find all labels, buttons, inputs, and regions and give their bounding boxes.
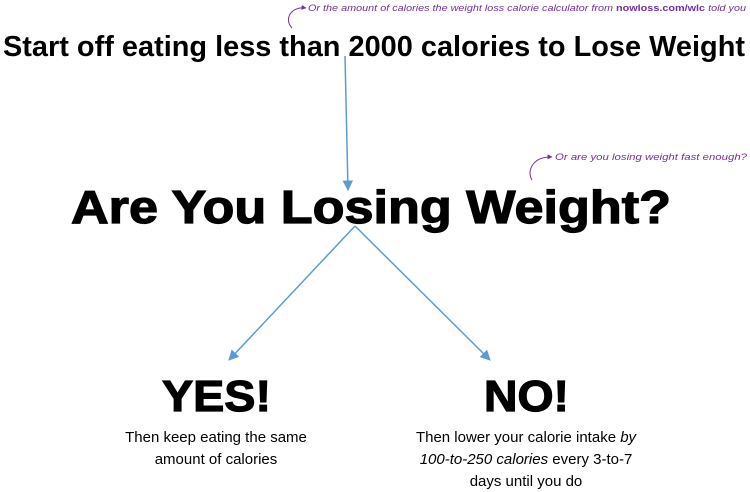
question: Are You Losing Weight? bbox=[71, 181, 671, 233]
note-curl bbox=[288, 4, 307, 29]
note-top: Or the amount of calories the weight los… bbox=[308, 3, 747, 14]
yes-text: amount of calories bbox=[155, 451, 278, 468]
no-text: Then lower your calorie intake by bbox=[416, 429, 638, 446]
no-text-part: every 3-to-7 bbox=[548, 451, 632, 468]
no-text: 100-to-250 calories every 3-to-7 bbox=[420, 451, 633, 468]
note-question: Or are you losing weight fast enough? bbox=[555, 152, 748, 163]
title: Start off eating less than 2000 calories… bbox=[3, 31, 745, 63]
yes-label: YES! bbox=[162, 372, 271, 421]
note-link: nowloss.com/wlc bbox=[616, 3, 705, 14]
note-curl bbox=[529, 154, 553, 181]
yes-text: Then keep eating the same bbox=[125, 429, 307, 446]
arrow bbox=[354, 225, 491, 361]
no-text-part: 100-to-250 calories bbox=[420, 451, 549, 468]
no-text: days until you do bbox=[470, 473, 583, 490]
no-text-part: by bbox=[620, 429, 637, 446]
arrow bbox=[228, 225, 356, 361]
arrow bbox=[342, 55, 354, 192]
no-text-part: Then lower your calorie intake bbox=[416, 429, 620, 446]
note-text: told you bbox=[705, 3, 747, 14]
note-text: Or the amount of calories the weight los… bbox=[308, 3, 616, 14]
no-label: NO! bbox=[484, 372, 569, 421]
